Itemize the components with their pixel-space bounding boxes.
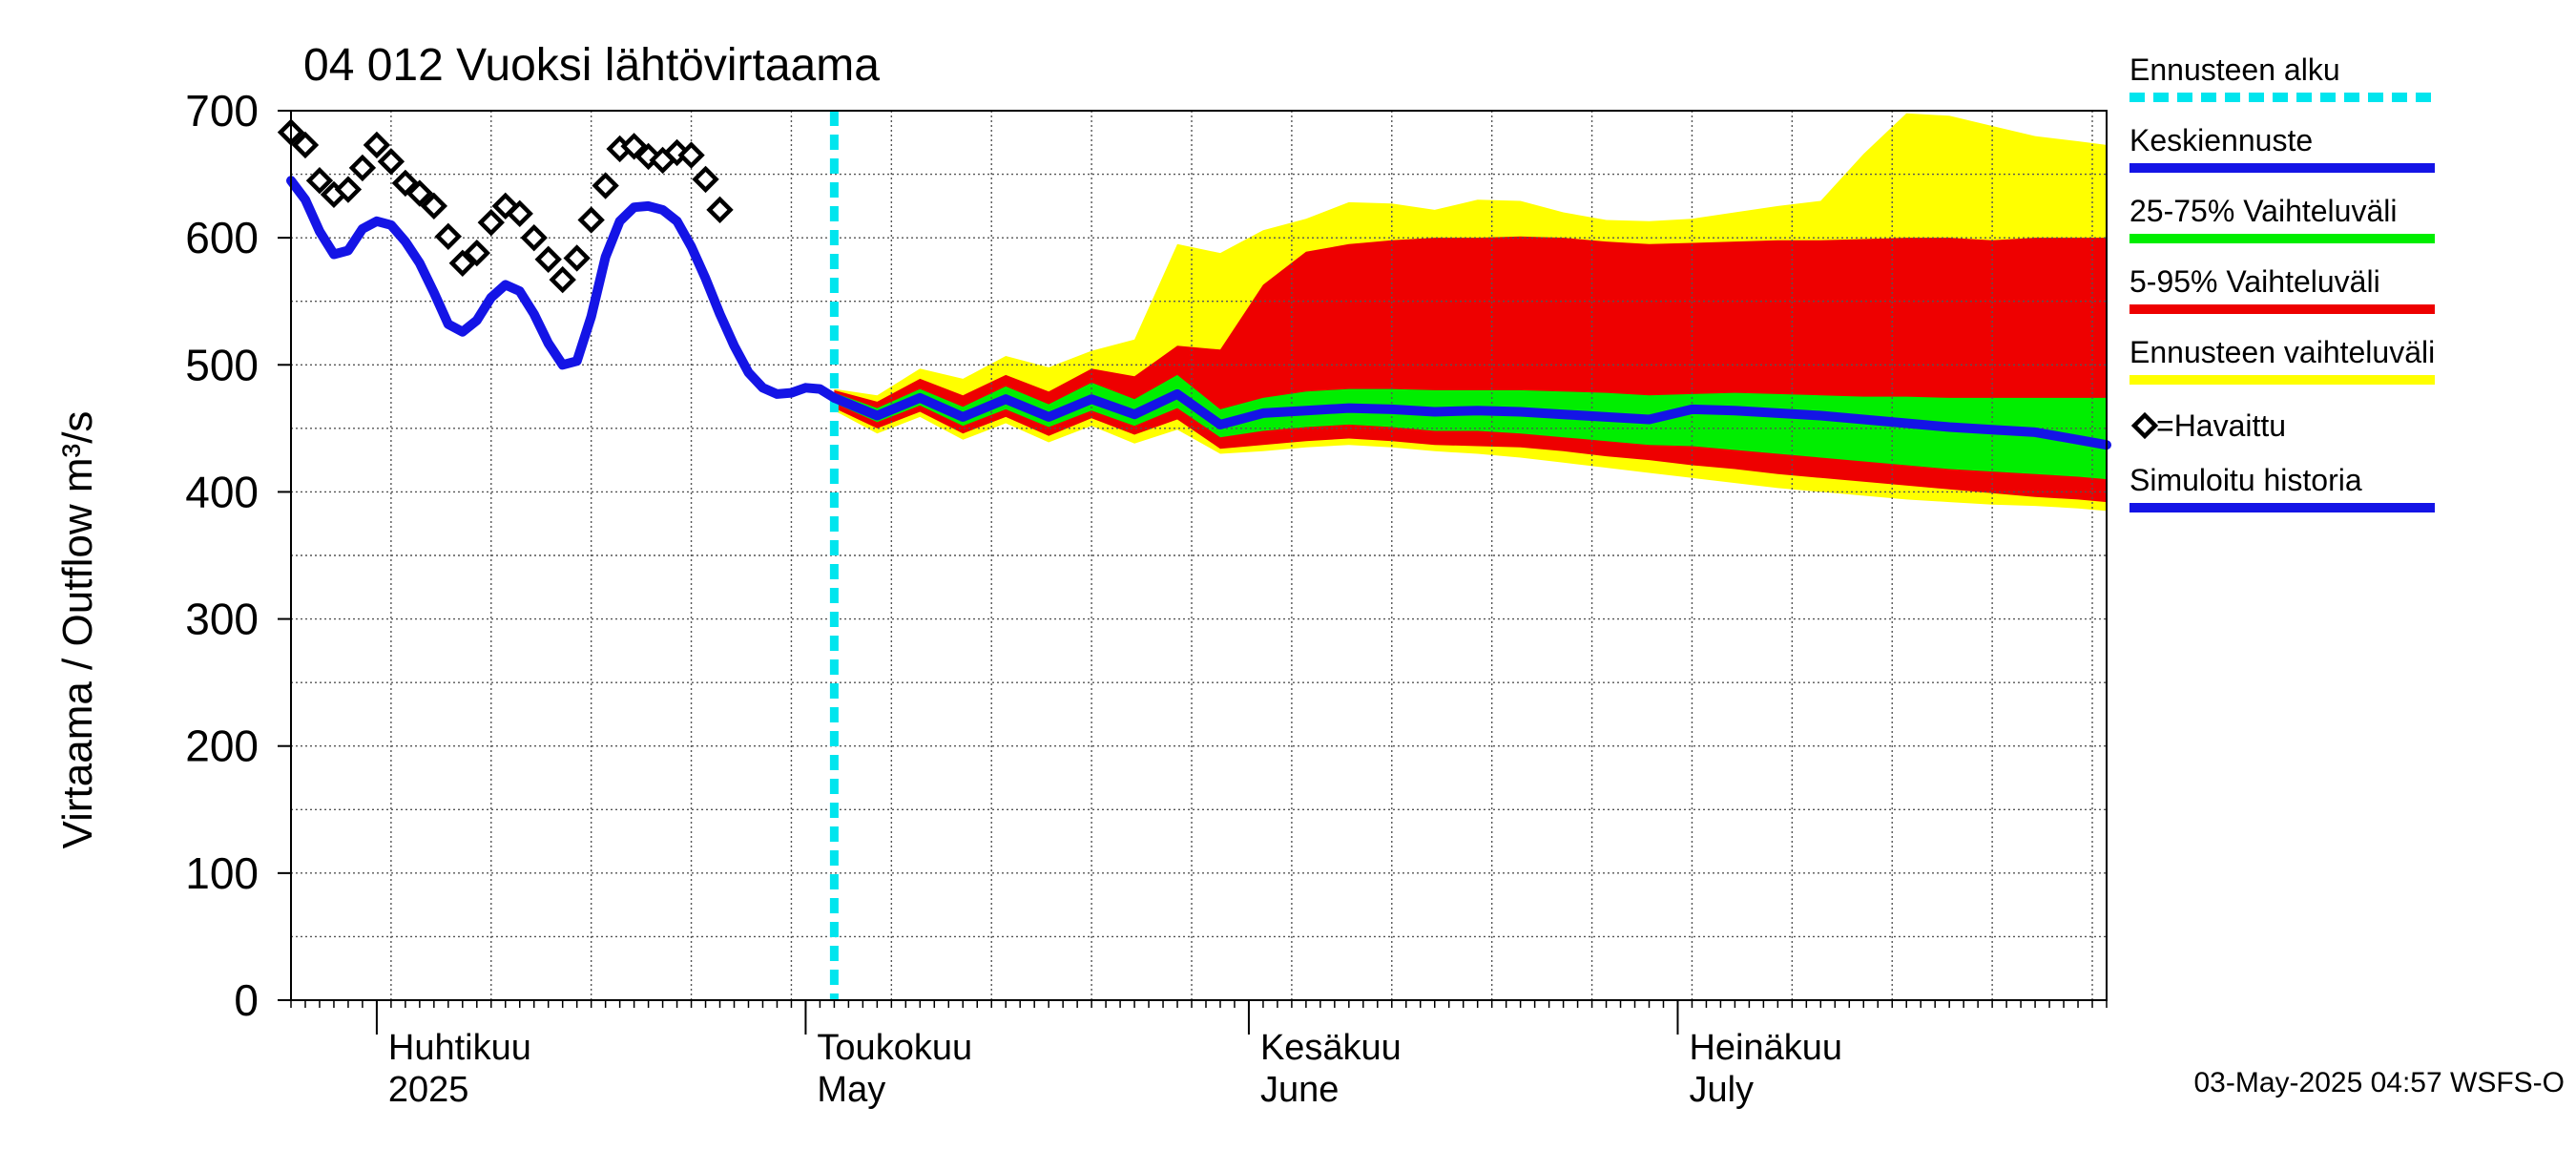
y-tick-label: 600 (185, 213, 259, 262)
observed-point (448, 249, 476, 277)
median-forecast-line (829, 388, 2111, 450)
observed-point (692, 165, 719, 194)
observed-point (334, 176, 363, 203)
observed-point (291, 131, 320, 159)
legend-label-full-range: Ennusteen vaihteluväli (2129, 335, 2435, 369)
observed-point (506, 199, 533, 228)
observed-point (434, 222, 463, 250)
observed-point (677, 141, 705, 169)
x-month-label: Heinäkuu (1689, 1028, 1842, 1068)
x-month-label: Huhtikuu (388, 1028, 531, 1068)
legend-swatch-observed (2130, 411, 2159, 440)
x-month-sublabel: June (1260, 1070, 1339, 1110)
x-month-label: Kesäkuu (1260, 1028, 1402, 1068)
footer-timestamp: 03-May-2025 04:57 WSFS-O (2194, 1067, 2566, 1098)
y-tick-label: 100 (185, 848, 259, 898)
observed-point (463, 239, 490, 267)
observed-point (620, 133, 648, 160)
y-tick-label: 0 (234, 975, 259, 1025)
legend-label-observed: =Havaittu (2156, 408, 2286, 443)
legend-label-5-95: 5-95% Vaihteluväli (2129, 264, 2380, 299)
observed-point (563, 244, 591, 272)
observed-point (706, 196, 734, 224)
observed-point (377, 148, 405, 176)
observed-point (405, 179, 434, 207)
x-month-sublabel: May (817, 1070, 885, 1110)
observed-point (477, 208, 505, 237)
observed-point (577, 206, 605, 234)
y-tick-label: 700 (185, 86, 259, 136)
y-tick-label: 300 (185, 595, 259, 644)
legend-label-forecast-start: Ennusteen alku (2129, 52, 2340, 87)
y-tick-label: 200 (185, 721, 259, 771)
y-axis-label: Virtaama / Outflow m³/s (54, 411, 101, 849)
y-tick-label: 500 (185, 340, 259, 389)
y-tick-label: 400 (185, 467, 259, 516)
chart-title: 04 012 Vuoksi lähtövirtaama (303, 40, 880, 91)
observed-point (305, 167, 334, 195)
observed-point (348, 154, 377, 182)
observed-point (391, 169, 420, 198)
observed-point (549, 265, 576, 294)
observed-point (592, 172, 619, 199)
legend-label-25-75: 25-75% Vaihteluväli (2129, 194, 2397, 228)
history-line (286, 176, 840, 403)
observed-point (491, 192, 519, 220)
observed-point (363, 131, 391, 159)
legend-label-median: Keskiennuste (2129, 123, 2313, 157)
observed-point (534, 245, 562, 273)
x-month-label: Toukokuu (817, 1028, 972, 1068)
x-month-sublabel: 2025 (388, 1070, 469, 1110)
legend-label-history: Simuloitu historia (2129, 463, 2362, 497)
observed-point (420, 192, 448, 220)
plot-frame (290, 110, 2108, 1001)
x-month-sublabel: July (1689, 1070, 1754, 1110)
observed-point (520, 223, 548, 252)
